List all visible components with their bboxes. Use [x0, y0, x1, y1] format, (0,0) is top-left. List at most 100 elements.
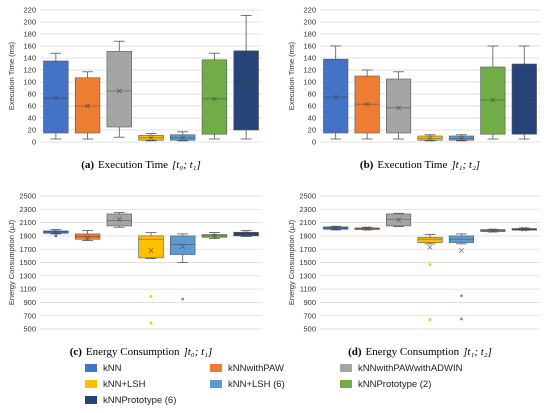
y-tick-label: 120 [23, 66, 36, 75]
y-axis-label: Execution Time (ms) [7, 41, 16, 110]
box-knnwithpaw [74, 71, 101, 140]
y-tick-label: 0 [312, 138, 316, 147]
caption-letter: (b) [360, 159, 374, 171]
box-knnwithpawwithadwin [386, 71, 412, 140]
outlier-point [149, 295, 153, 298]
caption-interval: ]t₁; t₂] [450, 159, 480, 171]
y-axis-label: Energy Consumption (μJ) [287, 219, 296, 305]
y-tick-label: 700 [23, 311, 36, 320]
box-knn-lsh [417, 134, 443, 142]
y-tick-label: 0 [32, 138, 36, 147]
y-tick-label: 500 [303, 325, 316, 334]
y-tick-label: 2300 [299, 205, 316, 214]
y-tick-label: 2100 [299, 218, 316, 227]
mean-marker [116, 88, 122, 94]
y-tick-label: 200 [23, 18, 36, 27]
y-tick-label: 220 [303, 6, 316, 15]
legend-label: kNN+LSH [103, 379, 146, 390]
box-body [511, 63, 537, 135]
legend-label: kNN+LSH (6) [228, 379, 285, 390]
y-tick-label: 1900 [19, 232, 36, 241]
y-tick-label: 1300 [299, 271, 316, 280]
legend-swatch [85, 364, 97, 372]
box-knn-lsh-6- [448, 134, 474, 142]
mean-marker [427, 244, 433, 250]
caption-interval: ]t₁; t₂] [462, 346, 492, 358]
y-tick-label: 220 [23, 6, 36, 15]
y-tick-label: 500 [23, 325, 36, 334]
legend-label: kNNPrototype (2) [358, 379, 431, 390]
box-body [138, 235, 164, 259]
y-tick-label: 1900 [299, 232, 316, 241]
legend-swatch [85, 380, 97, 388]
box-knn [323, 45, 349, 140]
panel-d: 500 700 900 1100 1300 1500 1700 1900 2100 2300 250… [287, 192, 540, 358]
y-tick-label: 2500 [19, 192, 36, 201]
legend: kNN kNNwithPAW kNNwithPAWwithADWIN kNN+LSH k… [85, 363, 463, 406]
legend-swatch [210, 380, 222, 388]
mean-marker [490, 228, 496, 234]
box-knnwithpawwithadwin [386, 212, 412, 227]
y-tick-label: 2300 [19, 205, 36, 214]
box-knn-lsh-6- [170, 233, 196, 301]
box-knnprototype-2- [480, 228, 506, 234]
box-body [323, 58, 349, 134]
legend-label: kNNPrototype (6) [103, 395, 176, 406]
mean-marker [396, 105, 402, 111]
y-tick-label: 1700 [299, 245, 316, 254]
y-tick-label: 100 [23, 78, 36, 87]
y-tick-label: 120 [303, 66, 316, 75]
mean-marker [333, 94, 339, 100]
box-knn-lsh [138, 133, 164, 142]
legend-swatch [210, 364, 222, 372]
y-tick-label: 2500 [299, 192, 316, 201]
y-tick-label: 160 [303, 42, 316, 51]
box-knnprototype-6- [511, 226, 537, 232]
mean-marker [364, 226, 370, 232]
outlier-point [54, 234, 58, 238]
panel-caption: (b) Execution Time]t₁; t₂] [360, 159, 480, 171]
y-tick-label: 60 [28, 102, 36, 111]
mean-marker [521, 226, 527, 232]
caption-text: Execution Time [98, 159, 168, 171]
box-knnprototype-6- [233, 230, 259, 237]
outlier-point [460, 317, 463, 321]
box-knn-lsh [417, 234, 443, 322]
outlier-point [181, 297, 185, 301]
caption-letter: (d) [348, 346, 362, 358]
y-tick-label: 1100 [20, 285, 36, 294]
mean-marker [53, 95, 59, 101]
box-body [106, 51, 132, 128]
y-tick-label: 900 [303, 298, 316, 307]
box-knnwithpawwithadwin [106, 212, 132, 228]
box-knnwithpaw [354, 69, 380, 140]
mean-marker [458, 248, 464, 254]
y-tick-label: 160 [23, 42, 36, 51]
box-knnprototype-2- [201, 232, 228, 239]
y-tick-label: 2100 [19, 218, 36, 227]
box-knnprototype-6- [511, 45, 537, 140]
box-knnprototype-6- [233, 14, 259, 140]
mean-marker [396, 217, 402, 223]
panel-caption: (a) Execution Time [t₀; t₁] [81, 159, 201, 171]
y-tick-label: 40 [28, 114, 36, 123]
box-knnwithpaw [74, 230, 101, 241]
box-knn-lsh-6- [170, 131, 196, 142]
caption-letter: (c) [70, 346, 83, 358]
mean-marker [490, 97, 496, 103]
y-tick-label: 200 [303, 18, 316, 27]
y-axis-label: Execution Time (ms) [287, 41, 296, 110]
box-knnprototype-2- [480, 45, 506, 140]
panel-b: 0 20 40 60 80 100 120 140 160 180 200 220 Execution … [287, 6, 540, 171]
legend-swatch [85, 396, 97, 404]
panel-a: 0 20 40 60 80 100 120 140 160 180 200 220 Execution … [7, 6, 262, 171]
y-tick-label: 60 [308, 102, 316, 111]
panel-c: 500 700 900 1100 1300 1500 1700 1900 2100 2300 250… [7, 192, 262, 358]
mean-marker [211, 233, 217, 239]
mean-marker [180, 244, 186, 250]
box-body [106, 213, 132, 227]
outlier-point [149, 321, 153, 325]
mean-marker [85, 235, 91, 241]
box-body [43, 60, 69, 134]
